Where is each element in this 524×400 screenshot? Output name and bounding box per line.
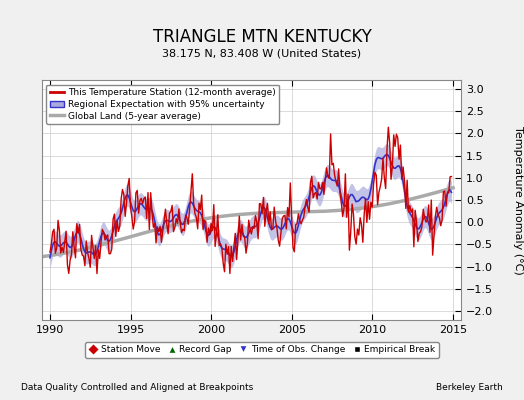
Legend: This Temperature Station (12-month average), Regional Expectation with 95% uncer: This Temperature Station (12-month avera… [47, 84, 279, 124]
Text: Data Quality Controlled and Aligned at Breakpoints: Data Quality Controlled and Aligned at B… [21, 383, 253, 392]
Y-axis label: Temperature Anomaly (°C): Temperature Anomaly (°C) [512, 126, 522, 274]
Legend: Station Move, Record Gap, Time of Obs. Change, Empirical Break: Station Move, Record Gap, Time of Obs. C… [85, 342, 439, 358]
Text: 38.175 N, 83.408 W (United States): 38.175 N, 83.408 W (United States) [162, 48, 362, 58]
Text: TRIANGLE MTN KENTUCKY: TRIANGLE MTN KENTUCKY [152, 28, 372, 46]
Text: Berkeley Earth: Berkeley Earth [436, 383, 503, 392]
